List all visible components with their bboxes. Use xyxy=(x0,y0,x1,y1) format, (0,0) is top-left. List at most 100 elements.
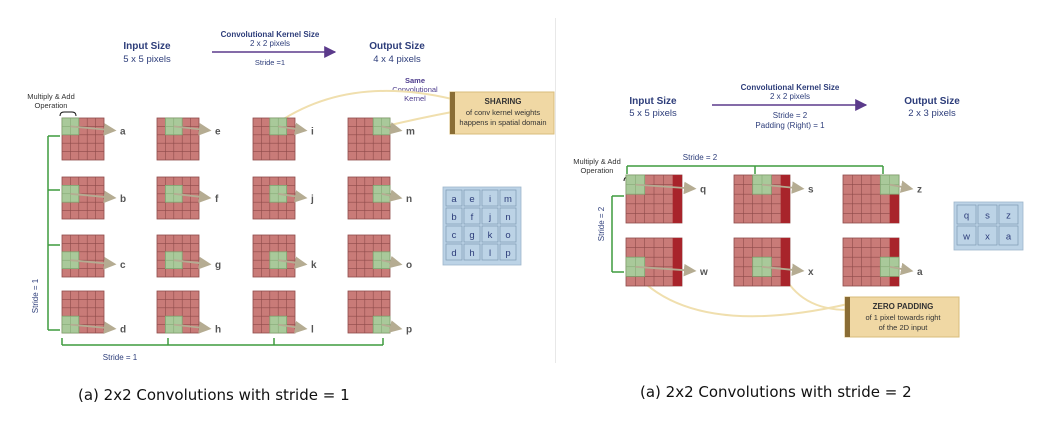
right-padding-line2: of the 2D input xyxy=(879,323,929,332)
left-input-grid: h xyxy=(156,290,221,336)
output-arrow xyxy=(635,181,697,195)
left-output-cell: l xyxy=(481,243,499,261)
left-sharing-note: SHARING of conv kernel weights happens i… xyxy=(449,91,555,135)
left-output-cell: k xyxy=(481,225,499,243)
svg-text:q: q xyxy=(964,211,969,222)
output-label: m xyxy=(406,126,415,137)
zero-padding-column xyxy=(672,238,682,286)
left-output-cell: b xyxy=(445,207,463,225)
left-stride-bottom-label: Stride = 1 xyxy=(103,353,138,362)
svg-text:g: g xyxy=(469,230,474,241)
right-padding-text: Padding (Right) = 1 xyxy=(755,121,825,130)
svg-text:k: k xyxy=(488,230,493,241)
right-output-grid: q s z w x a xyxy=(953,201,1024,251)
zero-padding-column xyxy=(780,238,790,286)
left-output-cell: n xyxy=(499,207,517,225)
output-label: o xyxy=(406,260,412,271)
svg-text:n: n xyxy=(505,212,510,223)
left-input-size-title: Input Size xyxy=(123,41,171,52)
output-label: g xyxy=(215,260,221,271)
right-input-grid: x xyxy=(733,237,814,287)
left-input-grid: i xyxy=(252,117,314,161)
svg-text:s: s xyxy=(985,211,990,222)
right-kernel-title: Convolutional Kernel Size xyxy=(741,83,840,92)
left-output-cell: e xyxy=(463,189,481,207)
left-multiply-label-line1: Multiply & Add xyxy=(27,92,75,101)
output-label: h xyxy=(215,325,221,336)
right-stride-text: Stride = 2 xyxy=(773,111,808,120)
right-caption: (a) 2x2 Convolutions with stride = 2 xyxy=(640,383,912,401)
output-label: a xyxy=(917,267,923,278)
left-output-cell: m xyxy=(499,189,517,207)
right-vertical-stride-bracket xyxy=(611,195,624,273)
output-arrow xyxy=(635,263,697,277)
left-input-grid: b xyxy=(61,176,126,220)
left-input-grid: m xyxy=(347,117,415,161)
right-input-grid: s xyxy=(733,174,814,224)
zero-padding-column xyxy=(780,175,790,223)
svg-text:c: c xyxy=(452,230,457,241)
left-input-grid: j xyxy=(252,176,314,220)
output-arrow xyxy=(761,263,805,277)
left-output-cell: d xyxy=(445,243,463,261)
left-output-cell: g xyxy=(463,225,481,243)
svg-text:m: m xyxy=(504,194,512,205)
svg-text:l: l xyxy=(489,248,491,259)
left-output-cell: h xyxy=(463,243,481,261)
left-multiply-label-line2: Operation xyxy=(35,101,68,110)
right-input-size-value: 5 x 5 pixels xyxy=(629,108,677,119)
output-arrow xyxy=(173,256,212,270)
right-output-cell: q xyxy=(956,204,977,225)
svg-text:a: a xyxy=(451,194,457,205)
left-input-grid: l xyxy=(252,290,314,336)
output-label: f xyxy=(215,194,219,205)
left-input-grid: d xyxy=(61,290,126,336)
output-arrow xyxy=(278,190,308,203)
right-input-grids: q s z w x a xyxy=(625,174,923,287)
right-output-cell: z xyxy=(998,204,1019,225)
output-arrow xyxy=(761,181,805,194)
svg-text:a: a xyxy=(1006,232,1012,243)
right-input-grid: w xyxy=(625,237,708,287)
svg-text:p: p xyxy=(505,248,510,259)
right-output-cell: x xyxy=(977,225,998,246)
left-stride-vertical-label: Stride = 1 xyxy=(31,278,40,313)
output-label: b xyxy=(120,194,126,205)
left-input-grid: c xyxy=(61,234,126,278)
output-label: q xyxy=(700,185,706,196)
left-input-grid: e xyxy=(156,117,221,161)
output-label: c xyxy=(120,260,126,271)
left-output-size-value: 4 x 4 pixels xyxy=(373,54,421,65)
left-same-line3: Kernel xyxy=(404,94,426,103)
output-arrow xyxy=(173,190,212,203)
right-input-grid: a xyxy=(842,237,923,287)
output-label: p xyxy=(406,325,412,336)
output-arrow xyxy=(889,262,914,276)
output-label: a xyxy=(120,126,126,137)
left-input-grid: k xyxy=(252,234,317,278)
left-header: Input Size 5 x 5 pixels Convolutional Ke… xyxy=(123,30,425,67)
output-arrow xyxy=(381,122,403,135)
output-label: d xyxy=(120,325,126,336)
left-output-cell: j xyxy=(481,207,499,225)
right-stride-vertical-label: Stride = 2 xyxy=(597,206,606,241)
right-input-size-title: Input Size xyxy=(629,96,677,107)
left-vertical-stride-bracket xyxy=(47,135,60,331)
output-label: s xyxy=(808,185,814,196)
svg-text:h: h xyxy=(469,248,474,259)
output-arrow xyxy=(278,256,308,269)
left-sharing-curve-bottom xyxy=(381,111,453,128)
svg-text:i: i xyxy=(489,194,491,205)
left-same-line1: Same xyxy=(405,76,425,85)
left-input-size-value: 5 x 5 pixels xyxy=(123,54,171,65)
right-multiply-label-line1: Multiply & Add xyxy=(573,157,621,166)
left-output-grid: a e i m b f j n c g k o d h l p xyxy=(442,186,522,266)
output-label: e xyxy=(215,126,221,137)
right-kernel-value: 2 x 2 pixels xyxy=(770,92,810,101)
svg-text:j: j xyxy=(488,212,491,223)
left-input-grid: g xyxy=(156,234,221,278)
output-label: x xyxy=(808,267,814,278)
left-input-grid: f xyxy=(156,176,219,220)
left-sharing-title: SHARING xyxy=(485,97,522,106)
